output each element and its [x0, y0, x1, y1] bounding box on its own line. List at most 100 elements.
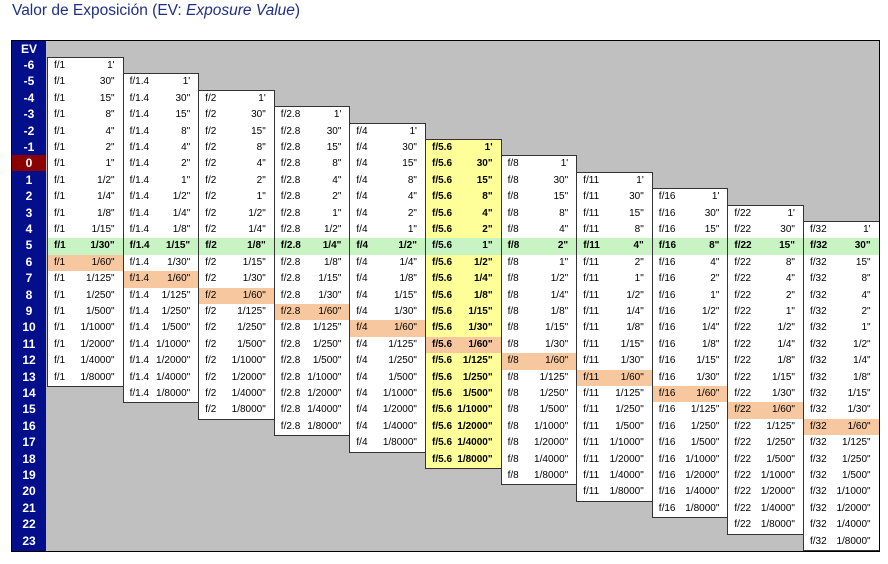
table-row: f/2 4"	[199, 156, 274, 172]
table-row: f/2 30"	[199, 107, 274, 123]
table-row: f/4 8"	[350, 173, 425, 189]
aperture-cell: f/1	[54, 174, 66, 186]
aperture-cell: f/2	[205, 174, 217, 186]
aperture-cell: f/11	[583, 305, 600, 317]
shutter-speed-cell: 1/4"	[626, 305, 644, 317]
aperture-cell: f/1.4	[129, 223, 150, 235]
shutter-speed-cell: 1/4"	[701, 322, 720, 334]
aperture-cell: f/11	[583, 256, 600, 268]
aperture-cell: f/1.4	[129, 76, 150, 88]
aperture-cell: f/16	[658, 420, 676, 432]
table-row: f/1.4 1/30"	[124, 255, 199, 271]
table-row: f/1.4 1/4"	[124, 206, 199, 222]
aperture-cell: f/5.6	[432, 142, 453, 153]
ev-header: EV	[20, 42, 37, 56]
aperture-cell: f/16	[658, 273, 676, 285]
aperture-cell: f/32	[810, 371, 827, 383]
shutter-speed-cell: 1/30"	[167, 256, 191, 268]
aperture-cell: f/22	[734, 240, 752, 252]
aperture-cell: f/32	[810, 322, 827, 334]
title-main: Valor de Exposición (EV:	[12, 2, 187, 19]
aperture-cell: f/11	[583, 322, 600, 334]
shutter-speed-cell: 1/125"	[766, 420, 795, 432]
aperture-cell: f/16	[658, 256, 676, 268]
ev-value: 15	[22, 402, 36, 417]
table-row: f/4 1/4000"	[350, 419, 425, 435]
aperture-cell: f/2.8	[280, 223, 301, 235]
table-row: f/1.4 1/8"	[124, 222, 199, 238]
aperture-cell: f/1.4	[129, 387, 150, 399]
ev-value: 4	[25, 222, 33, 236]
table-row: f/2.8 1/8000"	[275, 419, 350, 435]
shutter-speed-cell: 1/4"	[248, 223, 266, 235]
aperture-cell: f/4	[356, 125, 368, 137]
table-row: f/2 1/1000"	[199, 353, 274, 369]
aperture-cell: f/11	[583, 174, 600, 186]
aperture-cell: f/2	[205, 256, 217, 268]
table-row: f/32 1/4"	[804, 353, 879, 369]
aperture-cell: f/16	[658, 289, 676, 301]
aperture-cell: f/16	[658, 338, 676, 350]
aperture-cell: f/4	[356, 338, 368, 350]
shutter-speed-cell: 30"	[402, 141, 417, 153]
aperture-cell: f/8	[507, 437, 519, 449]
aperture-cell: f/32	[810, 289, 827, 301]
table-row: f/1 15"	[48, 91, 123, 107]
shutter-speed-cell: 2"	[785, 289, 795, 301]
shutter-speed-cell: 30"	[476, 158, 493, 170]
table-row: f/2 1/250"	[199, 320, 274, 336]
aperture-cell: f/2	[205, 305, 217, 317]
aperture-cell: f/4	[356, 256, 368, 268]
ev-value: -4	[23, 90, 35, 105]
aperture-cell: f/8	[507, 289, 519, 301]
aperture-cell: f/32	[810, 224, 827, 235]
aperture-cell: f/2.8	[280, 256, 301, 268]
table-row: f/2.8 8"	[275, 156, 350, 172]
aperture-cell: f/1.4	[129, 207, 150, 219]
aperture-column: f/32 1' f/32 30" f/32 15" f/32 8" f/32 4" f/32 2" f/…	[803, 221, 879, 551]
aperture-cell: f/16	[658, 371, 676, 383]
shutter-speed-cell: 1/2000"	[760, 486, 795, 498]
aperture-cell: f/1.4	[129, 141, 150, 153]
table-row: f/2.8 1/4"	[274, 238, 350, 255]
ev-value: 21	[22, 500, 36, 515]
shutter-speed-cell: 8"	[559, 207, 569, 219]
aperture-cell: f/11	[583, 486, 600, 498]
aperture-cell: f/2	[205, 371, 217, 383]
table-row: f/32 1'	[804, 222, 879, 238]
aperture-cell: f/8	[507, 174, 519, 186]
aperture-cell: f/22	[734, 404, 752, 416]
aperture-cell: f/8	[507, 371, 519, 383]
shutter-speed-cell: 1/30"	[847, 404, 871, 416]
table-row: f/1 1/8000"	[48, 370, 123, 386]
aperture-cell: f/11	[583, 420, 600, 432]
shutter-speed-cell: 30"	[704, 207, 720, 219]
aperture-cell: f/4	[356, 273, 368, 285]
aperture-cell: f/1	[54, 289, 66, 301]
shutter-speed-cell: 1/500"	[690, 437, 720, 449]
table-row: f/32 1/60"	[804, 418, 879, 436]
shutter-speed-cell: 8"	[785, 256, 795, 268]
aperture-cell: f/2	[205, 273, 217, 285]
shutter-speed-cell: 1/8"	[777, 355, 795, 367]
aperture-cell: f/22	[734, 322, 752, 334]
shutter-speed-cell: 8"	[105, 109, 115, 121]
table-row: f/8 1/2"	[502, 271, 577, 287]
shutter-speed-cell: 1/60"	[318, 305, 342, 317]
ev-value: -3	[23, 107, 35, 122]
shutter-speed-cell: 1"	[332, 207, 342, 219]
shutter-speed-cell: 1/60"	[847, 420, 871, 432]
aperture-cell: f/22	[734, 305, 752, 317]
aperture-cell: f/32	[810, 256, 827, 268]
table-row: f/16 1/1000"	[653, 452, 728, 468]
table-row: f/32 1/2"	[804, 337, 879, 353]
aperture-cell: f/1	[54, 207, 66, 219]
aperture-column: f/2 1' f/2 30" f/2 15" f/2 8" f/2 4" f/2 2" f/2 1" f/2…	[198, 89, 275, 420]
table-row: f/8 1/15"	[502, 320, 577, 336]
table-row: f/2.8 1/125"	[275, 320, 350, 336]
shutter-speed-cell: 1/125"	[312, 322, 342, 334]
ev-value: 8	[25, 287, 33, 302]
shutter-speed-cell: 1/250"	[312, 338, 342, 350]
aperture-cell: f/4	[356, 387, 368, 399]
shutter-speed-cell: 1/250"	[842, 453, 871, 465]
